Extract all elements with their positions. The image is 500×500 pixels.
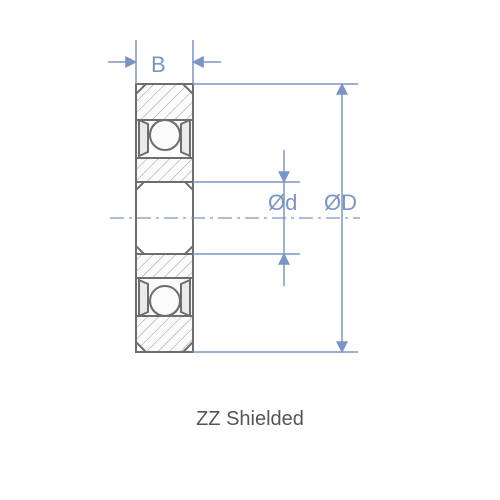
- label-d: Ød: [268, 190, 297, 215]
- diagram-stage: B Ød ØD ZZ Shielded: [0, 0, 500, 500]
- caption: ZZ Shielded: [0, 408, 500, 431]
- label-D: ØD: [324, 190, 357, 215]
- label-B: B: [151, 52, 166, 77]
